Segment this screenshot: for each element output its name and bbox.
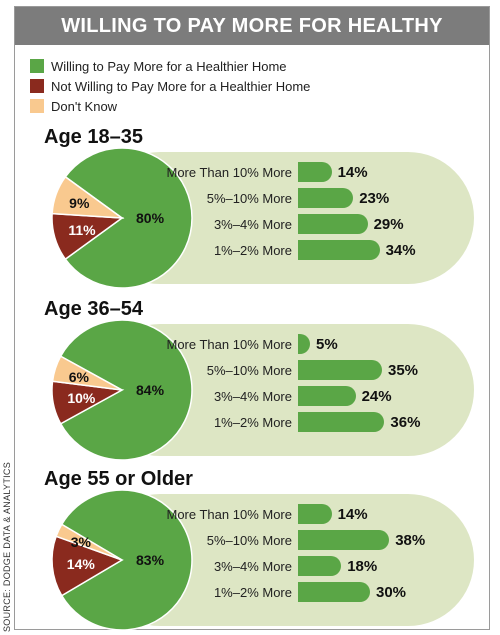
bar (298, 188, 354, 208)
bar (298, 162, 332, 182)
bar-category-label: 1%–2% More (213, 585, 292, 600)
bar-value-label: 34% (385, 242, 416, 259)
bar-category-label: 5%–10% More (206, 533, 292, 548)
bar-value-label: 29% (373, 216, 404, 233)
bar-value-label: 24% (361, 388, 392, 405)
bar-category-label: 5%–10% More (206, 363, 292, 378)
pie-slice-dont-know (51, 175, 125, 219)
pie-slice-willing (60, 489, 193, 631)
legend-label-not-willing: Not Willing to Pay More for a Healthier … (51, 78, 311, 94)
bar (298, 334, 310, 354)
legend-label-dont-know: Don't Know (51, 98, 118, 114)
legend-item-not-willing: Not Willing to Pay More for a Healthier … (30, 76, 310, 96)
section-title: Age 36–54 (44, 298, 143, 320)
bar-value-label: 36% (390, 414, 421, 431)
legend-item-willing: Willing to Pay More for a Healthier Home (30, 56, 310, 76)
pie-label: 83% (136, 552, 165, 568)
bar (298, 582, 370, 602)
pie-slice-dont-know (55, 523, 123, 561)
bar (298, 530, 390, 550)
pie-chart (51, 489, 193, 631)
pie-label: 11% (68, 222, 96, 239)
bar-category-label: 5%–10% More (206, 191, 292, 206)
bar-category-label: More Than 10% More (166, 165, 293, 180)
pie-chart (51, 319, 193, 461)
legend: Willing to Pay More for a Healthier Home… (30, 56, 310, 116)
bar (298, 412, 385, 432)
pie-slice-willing (64, 147, 193, 289)
pie-label: 10% (67, 390, 96, 407)
bar-value-label: 14% (337, 164, 368, 181)
legend-swatch-dont-know (30, 99, 44, 113)
pie-slice-willing (59, 319, 193, 461)
bar-value-label: 23% (359, 190, 390, 207)
bar-value-label: 5% (316, 336, 338, 353)
section-title: Age 55 or Older (44, 468, 193, 490)
legend-item-dont-know: Don't Know (30, 96, 310, 116)
bar-value-label: 18% (347, 558, 378, 575)
bar-value-label: 38% (395, 532, 426, 549)
pie-label: 84% (136, 382, 165, 398)
bar-category-label: 1%–2% More (213, 415, 292, 430)
pie-slice-not-willing (51, 535, 124, 597)
legend-label-willing: Willing to Pay More for a Healthier Home (51, 58, 287, 74)
bar-category-label: More Than 10% More (166, 507, 293, 522)
bar-category-label: 1%–2% More (213, 243, 292, 258)
pie-label: 6% (68, 368, 89, 385)
legend-swatch-not-willing (30, 79, 44, 93)
source-note: SOURCE: DODGE DATA & ANALYTICS (2, 461, 12, 632)
bar-value-label: 35% (388, 362, 419, 379)
page-title: WILLING TO PAY MORE FOR HEALTHY (15, 7, 489, 45)
bar (298, 504, 332, 524)
pie-label: 80% (136, 210, 165, 226)
section-title: Age 18–35 (44, 126, 143, 148)
pie-chart (51, 147, 193, 289)
pie-label: 14% (66, 556, 95, 573)
bar-value-label: 14% (337, 506, 368, 523)
pie-slice-dont-know (51, 355, 123, 391)
bar (298, 556, 342, 576)
bar (298, 214, 368, 234)
bar-value-label: 30% (376, 584, 407, 601)
legend-swatch-willing (30, 59, 44, 73)
bar (298, 360, 382, 380)
bar-category-label: 3%–4% More (213, 389, 292, 404)
bar-category-label: More Than 10% More (166, 337, 293, 352)
pie-label: 3% (70, 533, 91, 550)
bar-category-label: 3%–4% More (213, 217, 292, 232)
bar (298, 386, 356, 406)
pie-label: 9% (69, 195, 90, 212)
bar (298, 240, 380, 260)
bar-category-label: 3%–4% More (213, 559, 292, 574)
